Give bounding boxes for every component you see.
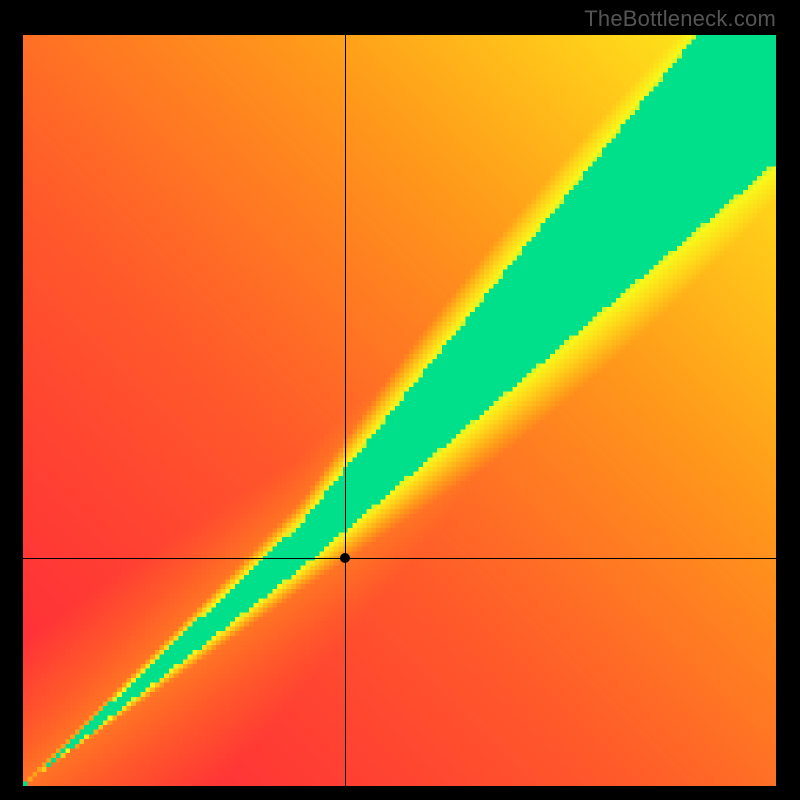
heatmap-canvas [23,35,776,786]
crosshair-vertical [345,35,346,786]
watermark-text: TheBottleneck.com [584,6,776,32]
heatmap-plot [23,35,776,786]
crosshair-horizontal [23,558,776,559]
